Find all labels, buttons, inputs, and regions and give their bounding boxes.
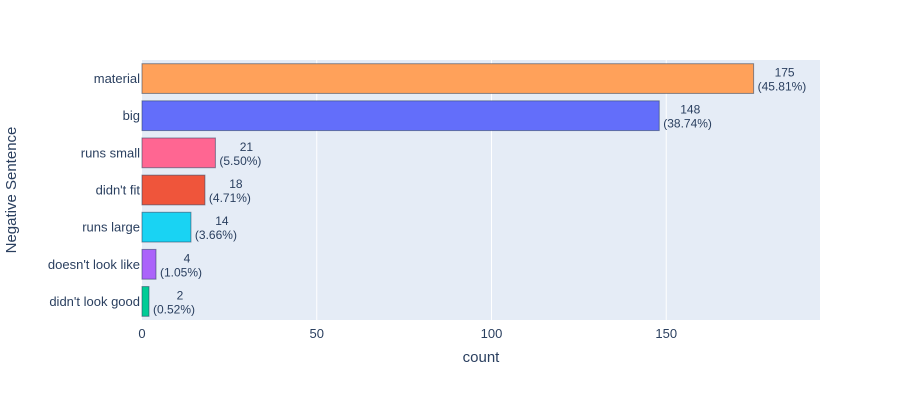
bar <box>141 100 660 132</box>
x-tick-label: 0 <box>138 326 145 341</box>
data-label: 18 (4.71%) <box>209 177 251 205</box>
x-axis-title: count <box>463 349 501 366</box>
x-tick-label: 150 <box>655 326 677 341</box>
data-label: 2 (0.52%) <box>153 288 195 316</box>
y-tick-label: material <box>94 71 140 86</box>
plot-area <box>142 60 820 320</box>
bar <box>141 286 150 317</box>
bars <box>141 63 755 317</box>
y-tick-label: didn't fit <box>96 183 141 198</box>
y-tick-label: runs large <box>82 220 140 235</box>
y-tick-labels: material big runs small didn't fit runs larg… <box>48 71 140 309</box>
data-label: 4 (1.05%) <box>160 251 202 279</box>
y-tick-label: didn't look good <box>49 294 140 309</box>
data-label: 21 (5.50%) <box>219 140 261 168</box>
data-label: 14 (3.66%) <box>195 214 237 242</box>
y-axis-title: Negative Sentence <box>3 127 20 254</box>
data-labels: 175 (45.81%) 148 (38.74%) 21 (5.50%) 18 (4.71%)… <box>153 66 806 317</box>
bar <box>141 211 192 243</box>
bar <box>141 63 755 94</box>
bar <box>141 137 216 169</box>
data-label: 148 (38.74%) <box>663 103 712 131</box>
y-tick-label: doesn't look like <box>48 257 140 272</box>
x-tick-label: 50 <box>310 326 324 341</box>
y-tick-label: big <box>123 108 140 123</box>
x-tick-label: 100 <box>481 326 503 341</box>
bar <box>141 174 206 206</box>
bar <box>141 248 157 280</box>
x-tick-labels: 0 50 100 150 <box>138 326 677 341</box>
data-label: 175 (45.81%) <box>758 66 807 94</box>
y-tick-label: runs small <box>81 145 140 160</box>
